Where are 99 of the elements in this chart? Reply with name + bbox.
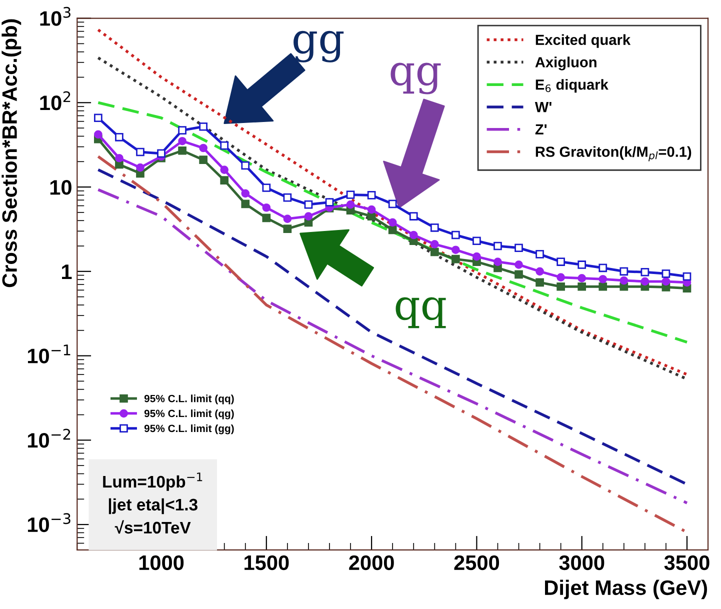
y-tick-label: 10$^{−2}$ [28, 428, 70, 448]
point [262, 203, 271, 212]
point [598, 274, 608, 284]
point [388, 226, 397, 234]
point [682, 272, 692, 281]
point [452, 254, 460, 264]
y-tick-label: 10$^{2}$ [40, 91, 70, 110]
point [494, 242, 502, 250]
y-tick-label: 10$^{−3}$ [28, 513, 70, 532]
x-tick-label: 1500 [244, 555, 289, 570]
legend-label: Excited quark [536, 34, 631, 48]
annotation: Lum=10pb$^{−1}$ [103, 472, 202, 491]
point [220, 141, 229, 150]
point [367, 205, 376, 214]
point [409, 230, 418, 240]
point [304, 212, 313, 220]
point [199, 156, 208, 164]
point [178, 136, 186, 146]
point [556, 282, 565, 291]
y-tick-label: 1 [62, 264, 72, 279]
point [472, 252, 481, 261]
point [430, 240, 439, 248]
legend-label: W' [534, 102, 552, 112]
legend-label: Axigluon [535, 56, 596, 70]
x-tick-label: 3000 [559, 555, 604, 570]
y-tick-label: 10 [50, 180, 72, 195]
point [578, 260, 586, 269]
x-tick-label: 1000 [139, 555, 184, 570]
legend-label: 95% C.L. limit (gg) [144, 424, 234, 434]
point [430, 248, 439, 256]
point [620, 267, 628, 276]
annotation: |jet eta|<1.3 [108, 498, 198, 514]
point [136, 148, 144, 156]
point [556, 258, 565, 266]
point [94, 130, 102, 139]
point [283, 193, 292, 202]
point [514, 270, 523, 279]
point [556, 273, 565, 282]
point [472, 236, 481, 246]
point [514, 244, 523, 252]
point [662, 270, 670, 278]
point [346, 190, 355, 199]
point [136, 163, 144, 172]
point [115, 132, 124, 142]
legend-label: RS Graviton(k/M$_{pl}$=0.1) [536, 146, 692, 162]
legend-label: 95% C.L. limit (qq) [144, 394, 234, 404]
point [598, 264, 608, 272]
point [494, 258, 502, 266]
point [620, 276, 628, 285]
point [430, 223, 439, 232]
point [304, 200, 313, 209]
point [241, 189, 250, 198]
point [241, 200, 250, 208]
point [452, 230, 460, 240]
point [388, 200, 397, 208]
legend-label: Z' [535, 124, 547, 134]
point [409, 212, 418, 220]
point [514, 260, 523, 269]
annotation: gg [294, 30, 344, 62]
y-axis-title: Cross Section*BR*Acc.(pb) [2, 19, 22, 288]
x-tick-label: 3500 [664, 555, 710, 570]
point [662, 277, 670, 286]
point [536, 267, 544, 276]
point [115, 154, 124, 162]
y-tick-label: 10$^{−1}$ [28, 344, 70, 364]
point [262, 184, 271, 192]
x-tick-label: 2000 [349, 555, 394, 570]
point [367, 191, 376, 200]
point [640, 268, 650, 276]
point [346, 200, 355, 209]
point [157, 149, 166, 158]
x-tick-label: 2500 [454, 555, 500, 570]
point [536, 278, 544, 287]
point [178, 126, 186, 134]
point [452, 246, 460, 254]
point [283, 224, 292, 233]
x-axis-title: Dijet Mass (GeV) [545, 580, 707, 600]
point [640, 277, 650, 286]
point [220, 166, 229, 174]
point [241, 161, 250, 170]
point [283, 214, 292, 223]
legend-label: 95% C.L. limit (qg) [144, 410, 234, 420]
annotation: qq [396, 297, 446, 328]
point [388, 218, 397, 227]
y-tick-label: 10$^{3}$ [40, 6, 70, 26]
point [325, 198, 334, 206]
point [94, 114, 102, 122]
point [220, 176, 229, 185]
point [199, 122, 208, 131]
legend-label: E$_{6}$ diquark [536, 79, 608, 93]
annotation: qg [390, 62, 441, 94]
point [536, 250, 544, 258]
point [578, 282, 586, 291]
point [598, 282, 608, 291]
annotation: √s=10TeV [114, 520, 191, 534]
point [262, 214, 271, 222]
point [178, 146, 186, 155]
point [199, 144, 208, 152]
point [578, 274, 586, 282]
